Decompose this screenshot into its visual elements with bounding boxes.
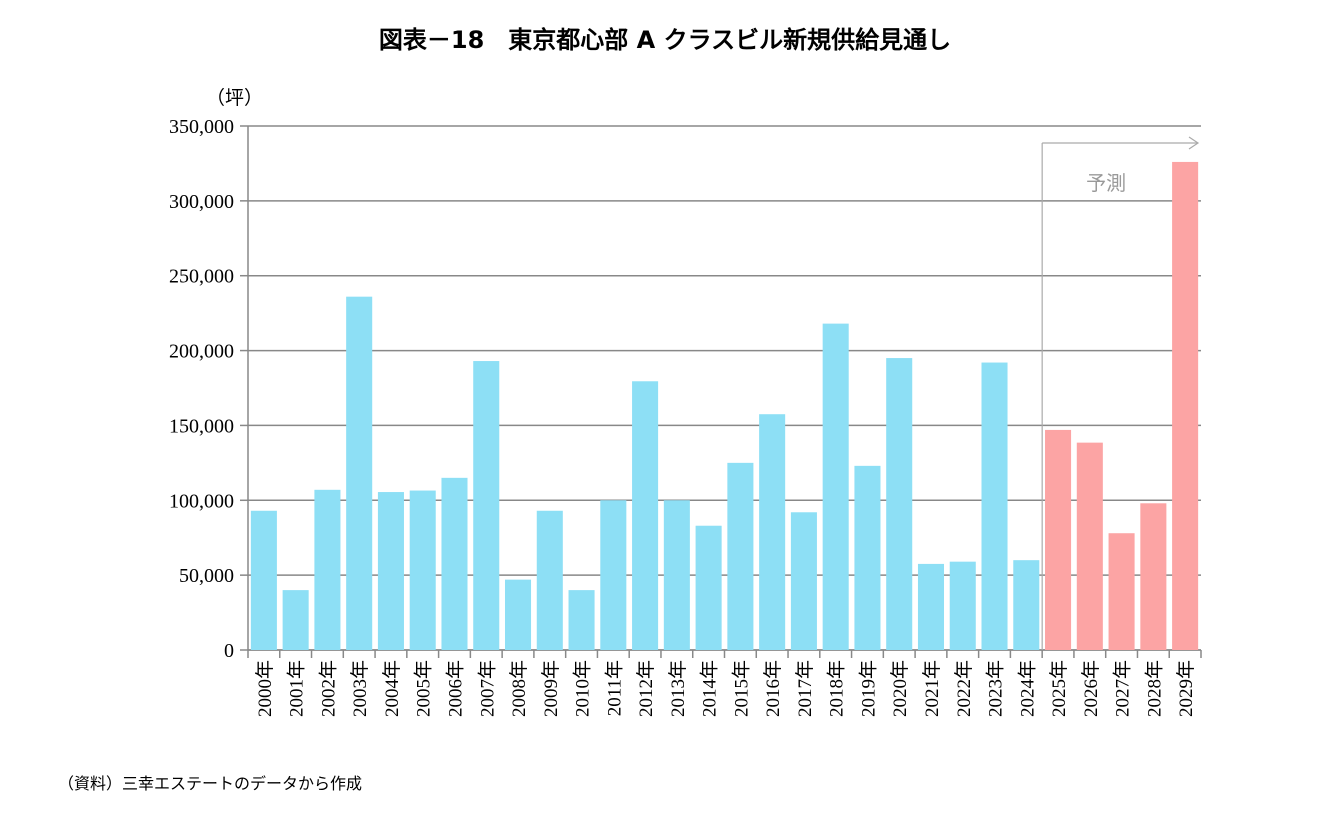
bars — [250, 161, 1199, 650]
forecast-label: 予測 — [1086, 171, 1126, 195]
bar — [632, 381, 659, 650]
bar — [346, 296, 373, 650]
x-tick-label: 2009年 — [540, 660, 562, 717]
x-tick-label: 2002年 — [317, 660, 339, 717]
x-tick-label: 2016年 — [762, 660, 784, 717]
x-tick-label: 2010年 — [572, 660, 594, 717]
y-tick-label: 300,000 — [169, 191, 234, 213]
y-tick-label: 250,000 — [169, 266, 234, 288]
y-axis-ticks: 0 50,000 100,000 150,000 200,000 250,000 300,0… — [169, 116, 234, 662]
chart-title: 図表－18 東京都心部 A クラスビル新規供給見通し — [379, 26, 951, 54]
y-tick-label: 0 — [224, 640, 234, 662]
x-tick-label: 2027年 — [1112, 660, 1134, 717]
bar — [886, 358, 913, 650]
x-tick-label: 2018年 — [826, 660, 848, 717]
bar — [409, 490, 436, 650]
bar — [282, 590, 309, 650]
x-tick-label: 2013年 — [667, 660, 689, 717]
x-tick-label: 2021年 — [921, 660, 943, 717]
y-tick-label: 100,000 — [169, 490, 234, 512]
bar — [1172, 161, 1199, 650]
source-note: （資料）三幸エステートのデータから作成 — [58, 774, 362, 793]
x-axis-ticks: 2000年 2001年 2002年 2003年 2004年 2005年 2006年 2007年… — [254, 660, 1197, 717]
x-tick-label: 2000年 — [254, 660, 276, 717]
bar — [917, 563, 945, 650]
bar — [949, 561, 976, 650]
x-tick-label: 2007年 — [476, 660, 498, 717]
y-tick-label: 350,000 — [169, 116, 234, 138]
x-tick-label: 2024年 — [1016, 660, 1038, 717]
y-axis-unit: （坪） — [206, 87, 263, 109]
x-tick-label: 2005年 — [413, 660, 435, 717]
bar — [250, 510, 277, 650]
bar — [314, 489, 341, 650]
bar — [727, 462, 754, 650]
x-tick-label: 2017年 — [794, 660, 816, 717]
y-tick-label: 150,000 — [169, 415, 234, 437]
x-tick-label: 2025年 — [1048, 660, 1070, 717]
bar — [981, 362, 1008, 650]
bar — [854, 465, 881, 650]
bar — [536, 510, 563, 650]
x-tick-label: 2029年 — [1175, 660, 1197, 717]
x-tick-label: 2003年 — [349, 660, 371, 717]
bar — [790, 512, 817, 650]
bar — [663, 500, 690, 650]
x-tick-label: 2001年 — [286, 660, 308, 717]
x-tick-label: 2004年 — [381, 660, 403, 717]
x-tick-label: 2026年 — [1080, 660, 1102, 717]
bar — [1045, 429, 1072, 650]
x-tick-label: 2014年 — [699, 660, 721, 717]
bar — [377, 492, 404, 650]
bar — [1108, 533, 1135, 650]
x-tick-label: 2011年 — [603, 660, 625, 716]
bar — [759, 414, 786, 650]
bar — [441, 477, 468, 650]
forecast-arrowhead — [1188, 136, 1200, 150]
x-tick-label: 2019年 — [857, 660, 879, 717]
x-tick-label: 2015年 — [730, 660, 752, 717]
x-tick-label: 2028年 — [1143, 660, 1165, 717]
bar — [473, 361, 500, 650]
x-tick-label: 2006年 — [444, 660, 466, 717]
bar — [600, 500, 627, 650]
bar — [1076, 442, 1103, 650]
bar — [695, 525, 722, 650]
x-tick-label: 2023年 — [985, 660, 1007, 717]
bar — [1140, 503, 1167, 650]
bar — [504, 579, 532, 650]
bar — [1013, 560, 1040, 650]
y-tick-label: 50,000 — [179, 565, 234, 587]
bar — [822, 323, 849, 650]
x-tick-label: 2012年 — [635, 660, 657, 717]
y-tick-label: 200,000 — [169, 341, 234, 363]
x-tick-label: 2020年 — [889, 660, 911, 717]
x-tick-label: 2008年 — [508, 660, 530, 717]
x-tick-label: 2022年 — [953, 660, 975, 717]
forecast-annotation: 予測 — [1041, 136, 1200, 650]
bar — [568, 590, 595, 650]
